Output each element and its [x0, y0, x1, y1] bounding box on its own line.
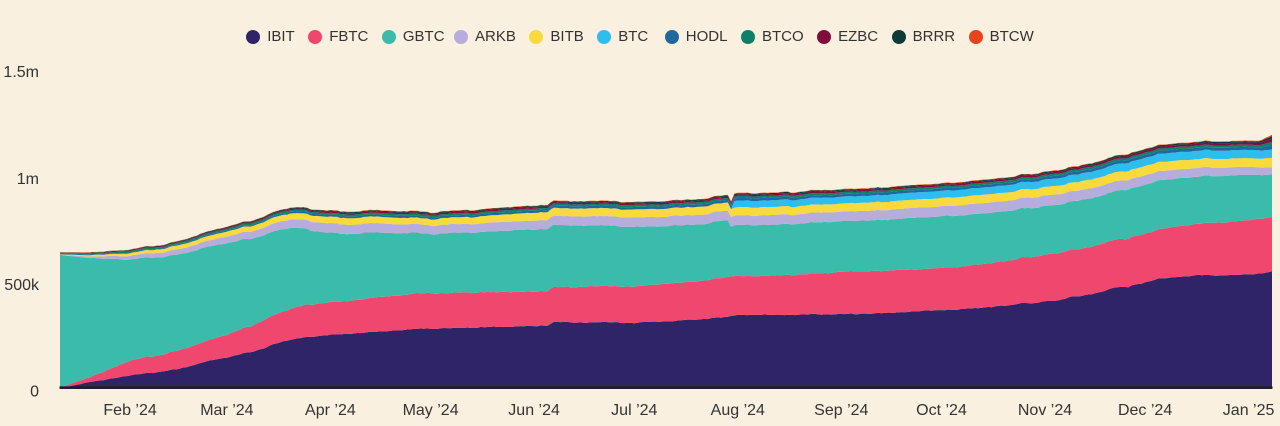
svg-text:500k: 500k	[4, 277, 40, 294]
svg-text:Nov ’24: Nov ’24	[1018, 402, 1072, 419]
svg-text:Jan ’25: Jan ’25	[1223, 402, 1275, 419]
svg-text:Jun ’24: Jun ’24	[508, 402, 560, 419]
svg-text:Dec ’24: Dec ’24	[1118, 402, 1172, 419]
svg-text:May ’24: May ’24	[403, 402, 459, 419]
svg-text:1m: 1m	[17, 171, 39, 188]
svg-text:1.5m: 1.5m	[3, 64, 39, 81]
svg-text:Mar ’24: Mar ’24	[200, 402, 253, 419]
svg-text:0: 0	[30, 383, 39, 400]
svg-text:Apr ’24: Apr ’24	[305, 402, 356, 419]
svg-text:Oct ’24: Oct ’24	[916, 402, 967, 419]
svg-text:Sep ’24: Sep ’24	[814, 402, 868, 419]
svg-text:Jul ’24: Jul ’24	[611, 402, 657, 419]
svg-text:Aug ’24: Aug ’24	[711, 402, 765, 419]
svg-text:Feb ’24: Feb ’24	[103, 402, 156, 419]
